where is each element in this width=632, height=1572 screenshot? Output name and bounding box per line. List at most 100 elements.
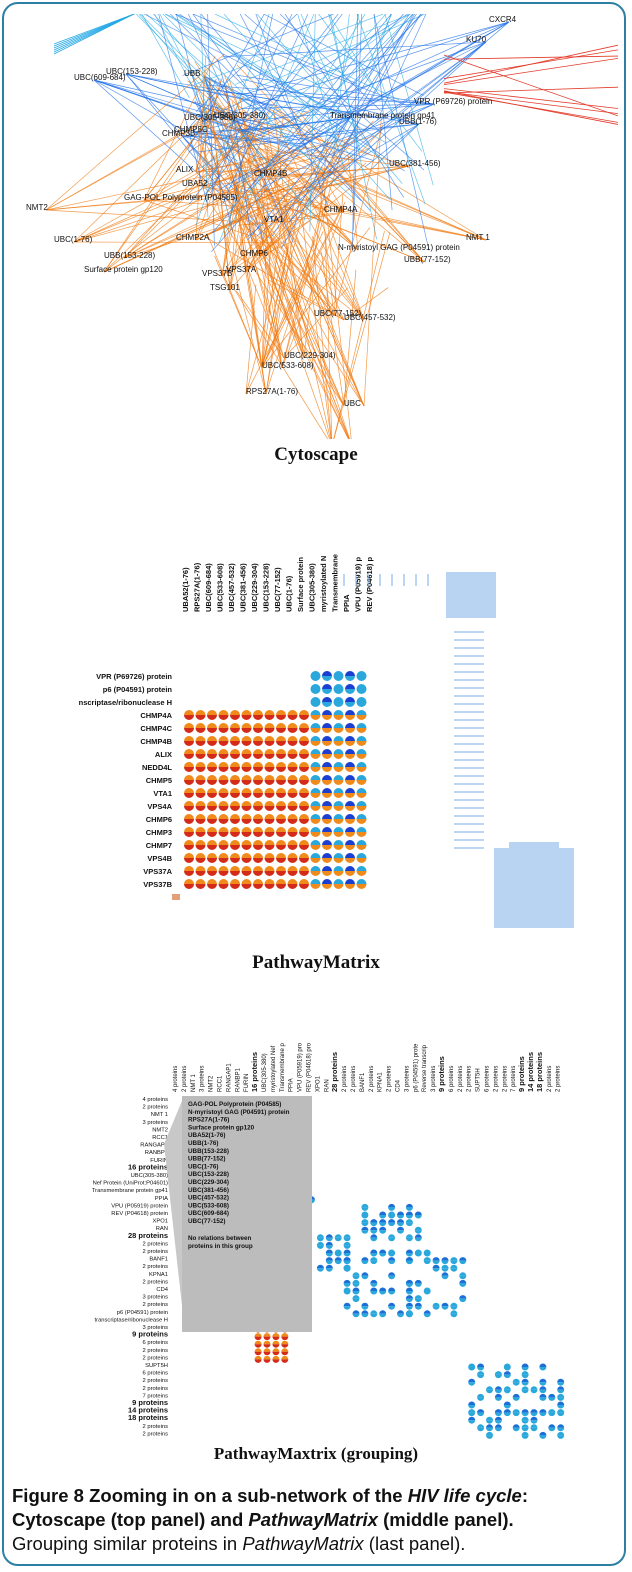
matrix-cell (333, 840, 344, 845)
matrix-cell (207, 801, 217, 806)
matrix-cell (184, 767, 194, 772)
caption-part: Zooming in on a sub-network of the (89, 1485, 408, 1506)
grouping-row-label: REV (P04618) protein (111, 1211, 168, 1217)
grouping-row-label: 2 proteins (143, 1241, 169, 1247)
network-node-label: KU70 (466, 35, 487, 44)
grouping-cell (503, 1386, 511, 1390)
grouping-cell (361, 1203, 369, 1208)
matrix-cell (184, 879, 194, 884)
matrix-cell (207, 710, 217, 715)
network-edge (192, 13, 358, 85)
grouping-cell (512, 1378, 520, 1383)
matrix-cell (207, 806, 217, 811)
matrix-cell (253, 788, 263, 793)
matrix-cell (253, 775, 263, 780)
matrix-cell (241, 715, 252, 720)
matrix-cell (218, 775, 229, 780)
grouping-cell (459, 1260, 467, 1265)
matrix-cell (345, 780, 355, 785)
grouping-cell (405, 1222, 413, 1227)
matrix-cell (264, 806, 275, 811)
grouping-cell (405, 1291, 413, 1295)
tooltip-item: UBB(1-76) (188, 1140, 218, 1147)
matrix-cell (333, 832, 344, 837)
matrix-cell (299, 749, 309, 754)
matrix-cell (322, 819, 332, 824)
network-edge (103, 188, 285, 273)
grouping-cell (361, 1257, 369, 1261)
grouping-cell (557, 1424, 565, 1428)
matrix-cell (218, 884, 229, 889)
matrix-cell (345, 819, 355, 824)
network-edge (309, 117, 351, 157)
grouping-cell (423, 1260, 431, 1265)
grouping-column-label: 7 proteins (511, 1066, 517, 1092)
grouping-cell (388, 1219, 396, 1223)
matrix-cell (299, 710, 309, 715)
network-node-label: CHMP4A (324, 205, 358, 214)
matrix-cell (253, 840, 263, 845)
matrix-cell (184, 793, 194, 798)
matrix-cell (356, 715, 367, 720)
network-edge (194, 61, 365, 321)
grouping-cell (325, 1264, 333, 1269)
matrix-cell (195, 710, 206, 715)
network-edge (356, 13, 426, 205)
network-edge (364, 123, 420, 168)
matrix-cell (345, 866, 355, 871)
matrix-cell (345, 840, 355, 845)
grouping-cell (477, 1367, 485, 1371)
matrix-cell (345, 788, 355, 793)
network-edge (256, 204, 345, 407)
grouping-column-label: 16 proteins (250, 1052, 259, 1092)
matrix-cell (241, 866, 252, 871)
grouping-cell (272, 1355, 280, 1360)
matrix-cell (218, 749, 229, 754)
network-edge (261, 233, 273, 369)
network-node-label: CHMP6 (240, 249, 269, 258)
network-edge (263, 13, 424, 96)
grouping-cell (352, 1291, 360, 1295)
matrix-cell (253, 866, 263, 871)
network-edge (273, 165, 410, 178)
matrix-cell (310, 762, 321, 767)
grouping-cell (272, 1359, 280, 1363)
grouping-cell (557, 1435, 565, 1439)
matrix-cell (264, 788, 275, 793)
matrix-cell (218, 741, 229, 746)
matrix-cell (207, 814, 217, 819)
grouping-column-label: 2 proteins (467, 1066, 473, 1092)
matrix-cell (253, 710, 263, 715)
grouping-column-label: 9 proteins (437, 1056, 446, 1092)
network-edge (249, 13, 426, 92)
grouping-cell (405, 1207, 413, 1211)
matrix-cell (253, 845, 263, 850)
grouping-cell (405, 1295, 413, 1299)
grouping-row-label: 2 proteins (143, 1355, 169, 1361)
grouping-cell (503, 1363, 511, 1367)
grouping-cell (405, 1313, 413, 1318)
grouping-column-label: NMT 1 (191, 1073, 197, 1092)
network-edge (261, 197, 308, 369)
matrix-cell (299, 832, 309, 837)
grouping-cell (405, 1287, 413, 1291)
matrix-cell (184, 736, 194, 741)
matrix-cell (195, 736, 206, 741)
matrix-cell (253, 871, 263, 876)
network-node-label: UBC(533-608) (262, 361, 314, 370)
grouping-cell (352, 1310, 360, 1314)
network-edge (261, 231, 324, 369)
tooltip-item: UBB(153-228) (188, 1148, 229, 1155)
matrix-cell (276, 858, 286, 863)
grouping-cell (494, 1416, 502, 1421)
grouping-cell (441, 1302, 449, 1307)
matrix-cell (276, 754, 286, 759)
matrix-row-label: NEDD4L (142, 763, 172, 772)
matrix-cell (218, 754, 229, 759)
matrix-cell (299, 827, 309, 832)
matrix-cell (241, 840, 252, 845)
grouping-column-label: 6 proteins (485, 1066, 491, 1092)
matrix-cell (287, 741, 298, 746)
matrix-cell (241, 736, 252, 741)
grouping-row-label: RANGAP1 (140, 1143, 168, 1149)
